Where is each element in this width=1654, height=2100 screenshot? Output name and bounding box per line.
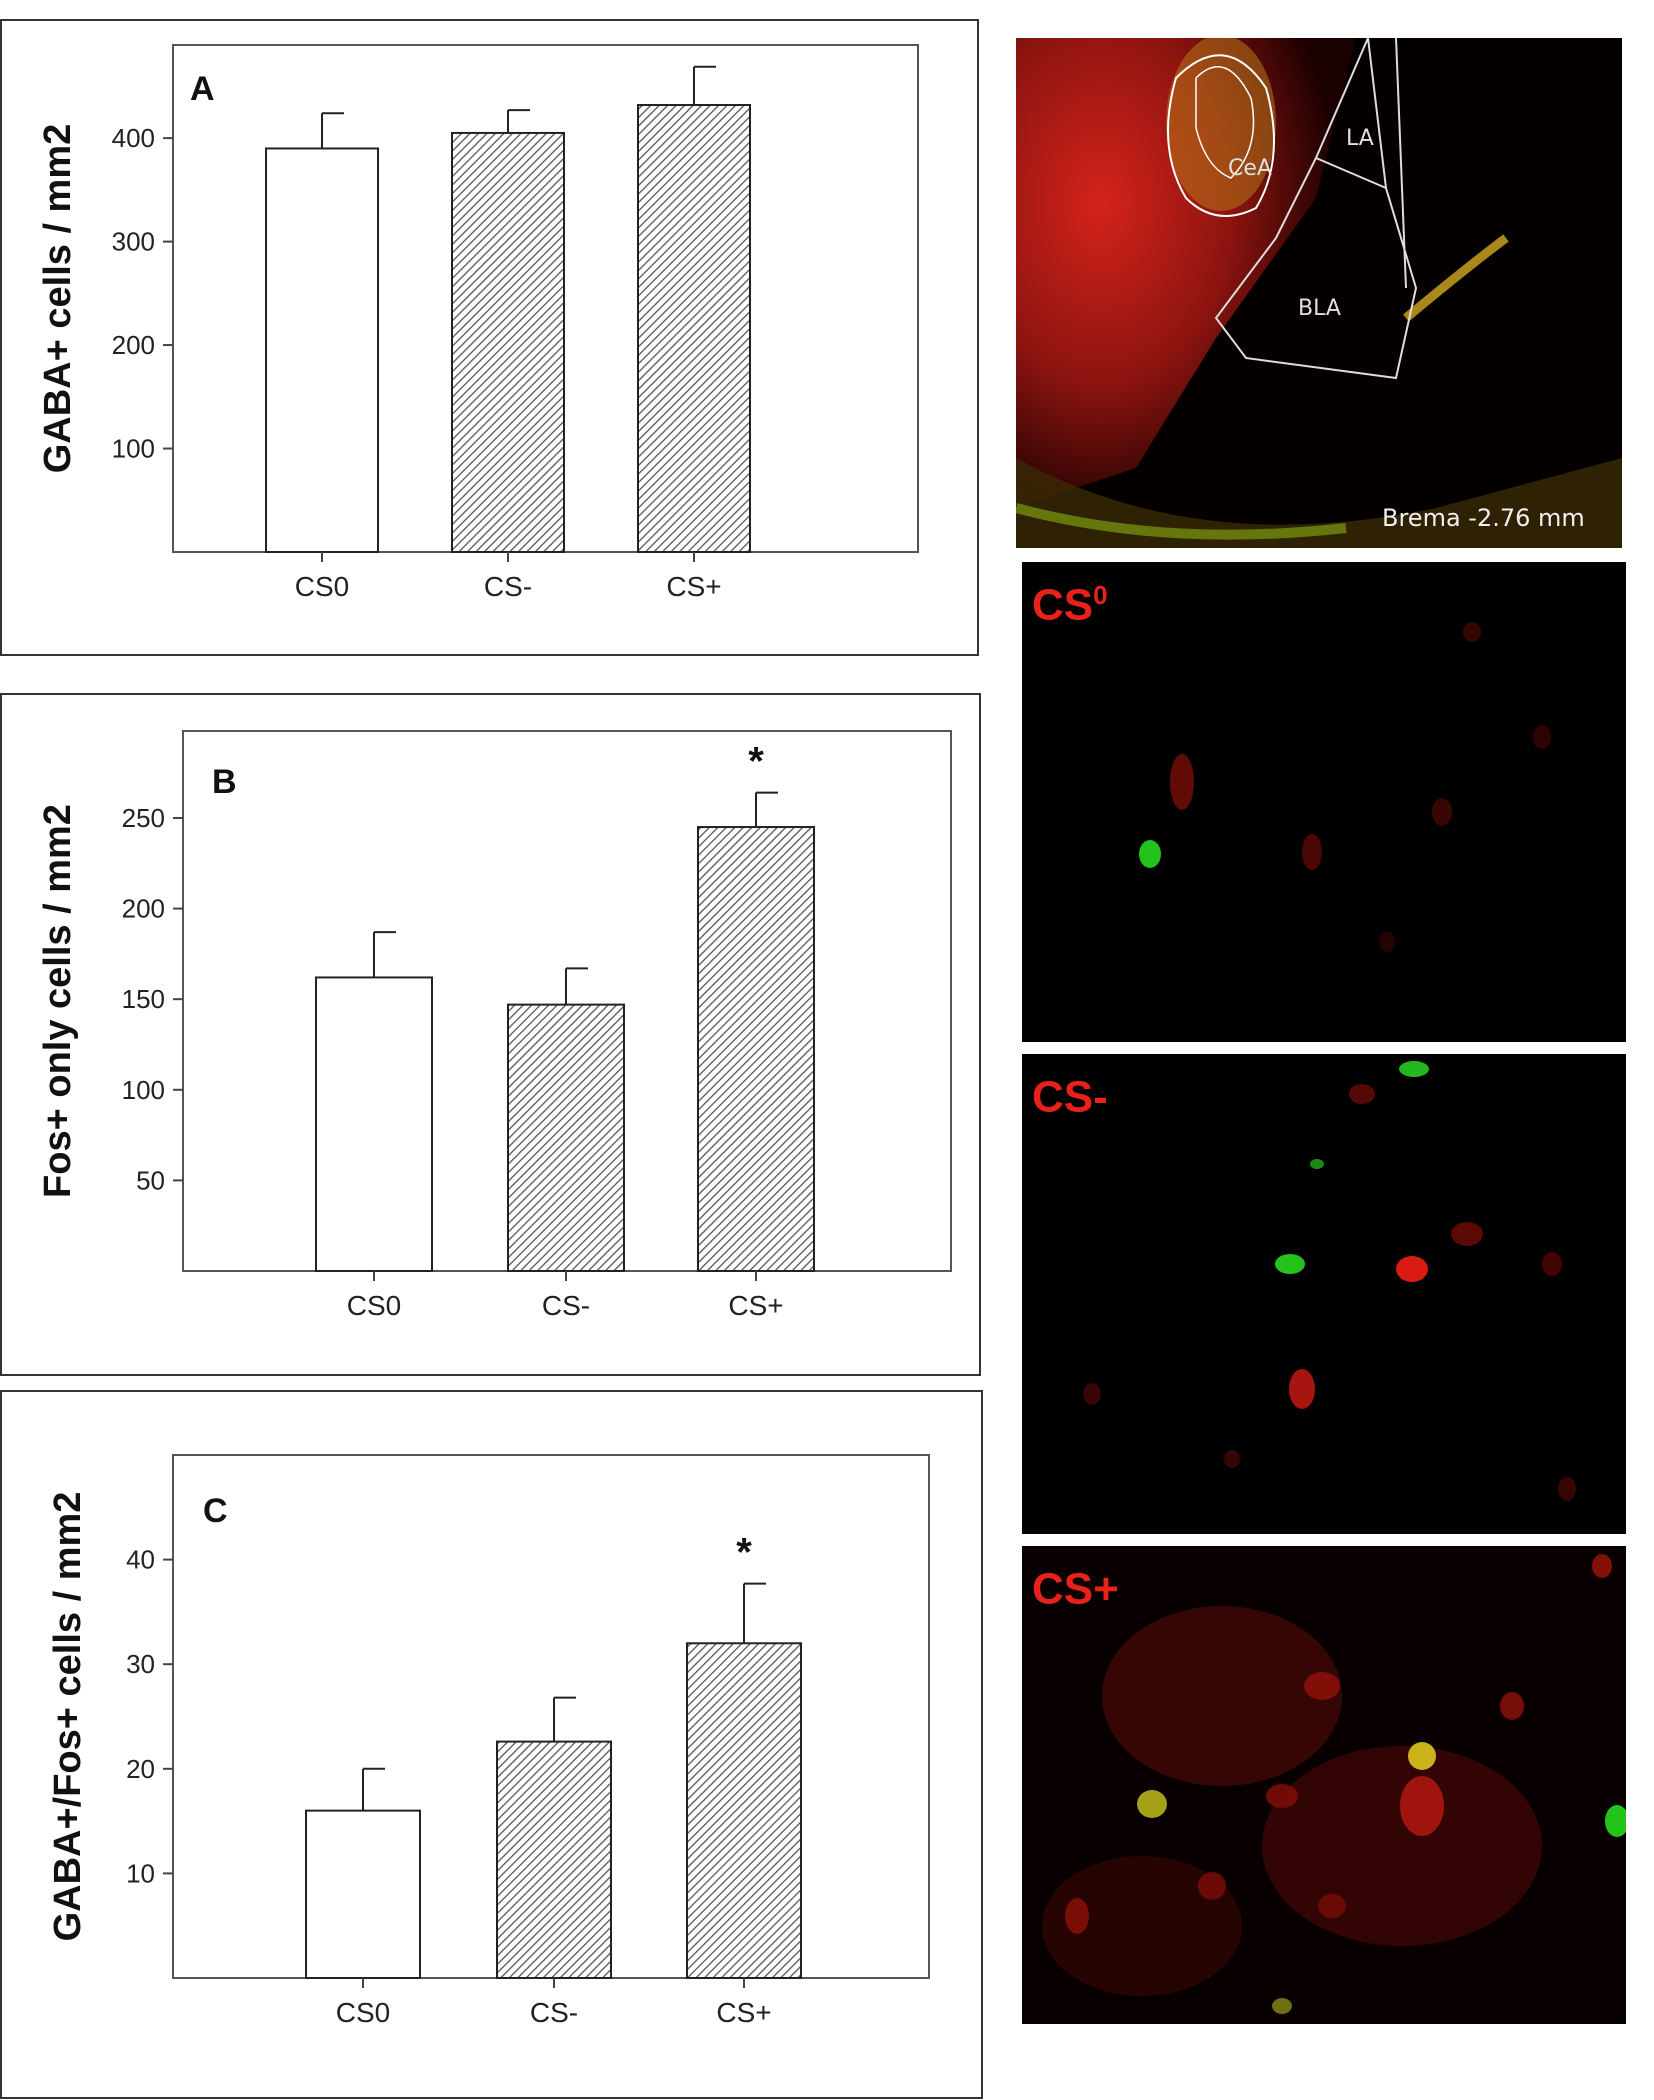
panel-border (0, 693, 981, 1376)
x-tick-label: CS0 (336, 1997, 390, 2028)
bar (507, 1003, 625, 1272)
overview-micrograph: CeA LA BLA Brema -2.76 mm (1016, 38, 1622, 548)
x-tick-label: CS+ (666, 571, 721, 602)
micrograph-cs-plus: CS+ (1022, 1546, 1626, 2024)
micrograph-cs0-image (1022, 562, 1626, 1042)
bregma-label: Brema -2.76 mm (1382, 504, 1585, 532)
bar (315, 976, 433, 1272)
y-tick-label: 200 (122, 894, 165, 924)
bar (496, 1740, 612, 1979)
y-tick-label: 30 (126, 1649, 155, 1679)
bar (637, 104, 751, 554)
y-tick-label: 20 (126, 1754, 155, 1784)
micrograph-cs0-label: CS0 (1032, 580, 1108, 630)
y-tick-label: 40 (126, 1545, 155, 1575)
micrograph-cs-minus-image (1022, 1054, 1626, 1534)
bar (451, 131, 565, 553)
x-tick-label: CS+ (716, 1997, 771, 2028)
bar (305, 1809, 421, 1980)
x-tick-label: CS+ (728, 1290, 783, 1321)
significance-marker: * (736, 1531, 752, 1575)
y-tick-label: 100 (112, 434, 155, 464)
micrograph-cs-plus-image (1022, 1546, 1626, 2024)
y-axis-label: GABA+/Fos+ cells / mm2 (47, 1492, 89, 1942)
y-tick-label: 250 (122, 803, 165, 833)
y-tick-label: 400 (112, 123, 155, 153)
x-tick-label: CS- (530, 1997, 578, 2028)
x-tick-label: CS- (484, 571, 532, 602)
y-tick-label: 200 (112, 330, 155, 360)
bar (686, 1642, 802, 1980)
x-tick-label: CS0 (295, 571, 349, 602)
micrograph-cs-minus: CS- (1022, 1054, 1626, 1534)
region-label-bla: BLA (1298, 296, 1341, 321)
bar (265, 147, 379, 553)
region-label-la: LA (1346, 126, 1374, 151)
region-label-cea: CeA (1228, 156, 1272, 181)
panel-label: B (212, 763, 237, 801)
x-tick-label: CS0 (347, 1290, 401, 1321)
overview-tissue-image (1016, 38, 1622, 548)
y-tick-label: 300 (112, 227, 155, 257)
panel-border (0, 19, 979, 656)
micrograph-cs-minus-label: CS- (1032, 1072, 1108, 1122)
panel-label: A (190, 70, 215, 108)
y-tick-label: 100 (122, 1075, 165, 1105)
panel-label: C (203, 1492, 228, 1530)
y-tick-label: 150 (122, 984, 165, 1014)
chart-panel-a: A GABA+ cells / mm2 100 200 300 400 CS0 CS- CS+ (0, 19, 979, 656)
significance-marker: * (748, 740, 764, 784)
y-tick-label: 10 (126, 1858, 155, 1888)
panel-border (0, 1390, 983, 2099)
chart-panel-b: B Fos+ only cells / mm2 50 100 150 200 250 CS0 C… (0, 693, 981, 1376)
chart-panel-c: C GABA+/Fos+ cells / mm2 10 20 30 40 CS0 CS- CS+… (0, 1390, 983, 2099)
y-tick-label: 50 (136, 1165, 165, 1195)
y-axis-label: GABA+ cells / mm2 (37, 124, 79, 474)
micrograph-cs0: CS0 (1022, 562, 1626, 1042)
bar (697, 826, 815, 1272)
x-tick-label: CS- (542, 1290, 590, 1321)
micrograph-cs-plus-label: CS+ (1032, 1564, 1119, 1614)
y-axis-label: Fos+ only cells / mm2 (37, 804, 79, 1198)
